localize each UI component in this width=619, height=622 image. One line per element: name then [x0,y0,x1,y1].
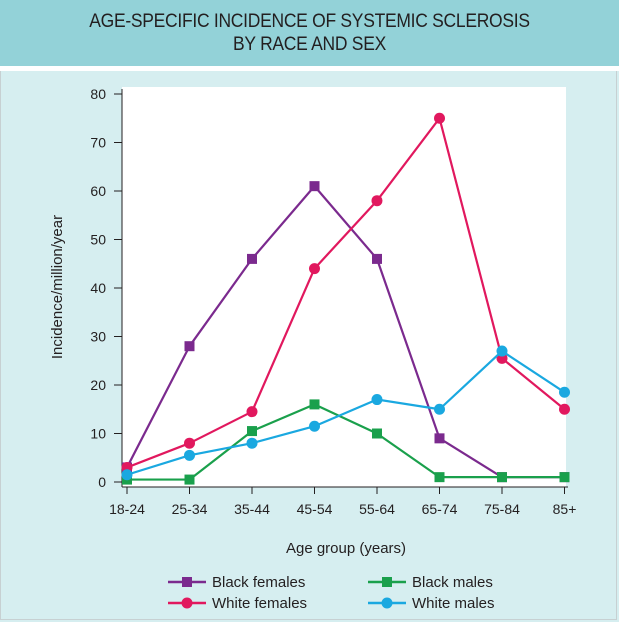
data-point-white-females [559,403,570,415]
legend-marker-black-females [182,577,192,587]
data-point-white-females [184,437,195,449]
data-point-white-males [121,469,133,481]
data-point-white-males [184,449,195,461]
legend-item-black-females: Black females [168,574,305,591]
data-point-white-males [246,437,258,449]
chart-title: AGE-SPECIFIC INCIDENCE OF SYSTEMIC SCLER… [25,10,594,56]
axes: 0 10 20 30 40 50 60 70 80 18-24 25-34 35-44 45-54 55-… [90,86,576,517]
data-point-white-males [434,403,445,415]
legend-label-white-males: White males [412,595,495,612]
series-white-males [121,345,570,481]
data-point-black-males [497,472,507,483]
data-point-white-females [371,195,383,207]
y-tick-label: 70 [90,135,106,151]
x-tick-label: 75-84 [484,501,520,517]
plot-area [122,87,566,487]
x-tick-label: 18-24 [109,501,145,517]
y-tick-label: 0 [98,474,106,490]
series-line-black-females [126,185,565,479]
data-point-black-females [434,433,445,444]
data-point-black-females [184,341,195,352]
legend-marker-white-females [181,597,193,609]
data-point-white-females [309,263,320,275]
title-banner: AGE-SPECIFIC INCIDENCE OF SYSTEMIC SCLER… [0,0,619,71]
y-tick-label: 20 [90,377,106,393]
data-point-white-males [559,386,570,398]
y-tick-label: 80 [90,86,106,102]
data-point-black-females [372,253,382,264]
data-point-black-males [434,472,445,483]
data-point-black-males [372,428,382,439]
x-tick-label: 85+ [553,501,577,517]
x-tick-label: 65-74 [422,501,458,517]
x-tick-label: 45-54 [297,501,333,517]
data-point-black-males [247,426,257,437]
legend-marker-black-males [382,577,392,587]
y-tick-label: 50 [90,232,106,248]
legend-item-white-males: White males [368,595,495,612]
data-point-black-females [247,253,257,264]
legend-item-white-females: White females [168,595,307,612]
legend-label-white-females: White females [212,595,307,612]
chart-title-line-1: AGE-SPECIFIC INCIDENCE OF SYSTEMIC SCLER… [89,11,530,32]
y-axis-label: Incidence/million/year [49,215,66,359]
chart-title-line-2: BY RACE AND SEX [233,34,386,55]
series-line-white-males [126,349,566,476]
series-layer [121,112,570,485]
legend-label-black-females: Black females [212,574,305,591]
data-point-black-males [559,472,570,483]
y-tick-label: 60 [90,183,106,199]
x-tick-label: 55-64 [359,501,395,517]
data-point-white-males [309,420,320,432]
series-line-black-males [127,403,565,481]
data-point-white-males [371,394,383,406]
y-tick-label: 40 [90,280,106,296]
x-tick-label: 25-34 [172,501,208,517]
data-point-black-females [309,181,320,192]
legend: Black females White females Black males Whi… [168,574,495,612]
data-point-black-males [184,474,195,485]
data-point-black-males [309,399,320,410]
y-tick-label: 30 [90,329,106,345]
data-point-white-females [246,406,258,418]
legend-item-black-males: Black males [368,574,493,591]
data-point-white-males [496,345,508,357]
x-tick-label: 35-44 [234,501,270,517]
legend-label-black-males: Black males [412,574,493,591]
legend-marker-white-males [381,597,393,609]
series-line-white-females [126,117,566,469]
x-axis-label: Age group (years) [286,540,406,557]
data-point-white-females [434,112,445,124]
y-tick-label: 10 [90,426,106,442]
